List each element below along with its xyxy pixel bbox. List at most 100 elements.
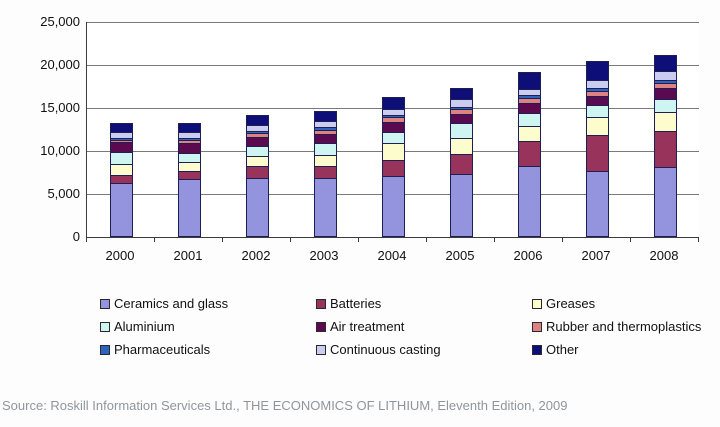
legend-label: Greases — [546, 296, 596, 311]
bar-slot — [291, 22, 359, 237]
bar-segment — [517, 89, 541, 96]
bar-segment — [585, 88, 609, 93]
bar-segment — [381, 176, 405, 237]
bar-segment — [177, 180, 201, 237]
bar-segment — [585, 171, 609, 237]
bar-slot — [155, 22, 223, 237]
bar-segment — [245, 114, 269, 126]
legend-label: Air treatment — [330, 319, 405, 334]
bar-segment — [653, 81, 677, 85]
bar-segment — [517, 103, 541, 115]
x-axis-tick — [426, 238, 427, 242]
x-axis-tick — [494, 238, 495, 242]
y-axis-label: 25,000 — [40, 14, 80, 29]
x-axis-label: 2007 — [581, 248, 611, 263]
bar-segment — [449, 100, 473, 109]
stacked-bar-2008 — [653, 54, 677, 237]
stacked-bar-2007 — [585, 60, 609, 237]
bar-segment — [109, 184, 133, 237]
x-axis-label: 2003 — [309, 248, 339, 263]
bar-segment — [585, 106, 609, 119]
bar-slot — [359, 22, 427, 237]
bar-slot — [495, 22, 563, 237]
legend-label: Aluminium — [114, 319, 175, 334]
legend-item: Rubber and thermoplastics — [532, 319, 720, 334]
stacked-bar-2002 — [245, 114, 269, 237]
legend-label: Other — [546, 342, 579, 357]
bar-segment — [109, 164, 133, 177]
bar-segment — [381, 123, 405, 134]
x-axis-tick — [154, 238, 155, 242]
y-axis-label: 15,000 — [40, 100, 80, 115]
x-axis-tick — [222, 238, 223, 242]
bar-segment — [245, 137, 269, 147]
bar-slot — [563, 22, 631, 237]
bar-segment — [449, 87, 473, 101]
plot-area — [86, 22, 699, 238]
legend-item: Ceramics and glass — [100, 296, 316, 311]
source-line: Source: Roskill Information Services Ltd… — [2, 398, 568, 413]
bar-segment — [177, 140, 201, 144]
bar-segment — [653, 89, 677, 101]
legend-label: Rubber and thermoplastics — [546, 319, 702, 334]
bar-segment — [245, 125, 269, 132]
bar-segment — [449, 155, 473, 176]
bar-slot — [631, 22, 699, 237]
bar-segment — [245, 146, 269, 158]
x-axis-label: 2008 — [649, 248, 679, 263]
legend-swatch — [316, 321, 326, 332]
bar-segment — [517, 141, 541, 168]
bar-segment — [585, 80, 609, 89]
bar-segment — [517, 126, 541, 142]
bar-segment — [177, 132, 201, 139]
bar-segment — [109, 153, 133, 165]
x-axis-label: 2001 — [173, 248, 203, 263]
legend-swatch — [532, 321, 542, 332]
bar-segment — [381, 160, 405, 177]
y-axis-label: 10,000 — [40, 143, 80, 158]
bar-slot — [223, 22, 291, 237]
bar-segment — [177, 122, 201, 133]
x-axis-label: 2006 — [513, 248, 543, 263]
bar-segment — [449, 115, 473, 125]
x-axis-tick — [358, 238, 359, 242]
bar-segment — [245, 157, 269, 168]
legend-item: Pharmaceuticals — [100, 342, 316, 357]
bar-segment — [585, 118, 609, 137]
x-axis-label: 2005 — [445, 248, 475, 263]
bar-segment — [313, 155, 337, 167]
x-axis-tick — [698, 238, 699, 242]
gridline — [87, 22, 699, 23]
legend: Ceramics and glass Batteries Greases Alumin… — [100, 292, 720, 361]
bar-segment — [313, 130, 337, 135]
stacked-bar-2006 — [517, 71, 541, 237]
legend-swatch — [316, 298, 326, 309]
x-axis-label: 2004 — [377, 248, 407, 263]
legend-item: Continuous casting — [316, 342, 532, 357]
bar-segment — [381, 96, 405, 110]
bar-segment — [381, 116, 405, 119]
bar-segment — [449, 108, 473, 111]
bar-segment — [653, 168, 677, 237]
bar-segment — [313, 111, 337, 123]
bar-segment — [177, 162, 201, 173]
bar-segment — [585, 97, 609, 107]
legend-item: Other — [532, 342, 720, 357]
y-axis-label: 0 — [72, 229, 80, 244]
bar-segment — [245, 167, 269, 179]
x-axis-tick — [630, 238, 631, 242]
legend-swatch — [100, 321, 110, 332]
bar-segment — [517, 114, 541, 127]
bar-segment — [653, 132, 677, 169]
stacked-bar-2000 — [109, 122, 133, 237]
legend-item: Greases — [532, 296, 720, 311]
bar-segment — [381, 118, 405, 124]
y-axis-label: 20,000 — [40, 57, 80, 72]
legend-item: Aluminium — [100, 319, 316, 334]
legend-swatch — [316, 344, 326, 355]
bar-segment — [177, 143, 201, 155]
legend-swatch — [100, 344, 110, 355]
bar-slot — [427, 22, 495, 237]
bar-segment — [313, 128, 337, 131]
